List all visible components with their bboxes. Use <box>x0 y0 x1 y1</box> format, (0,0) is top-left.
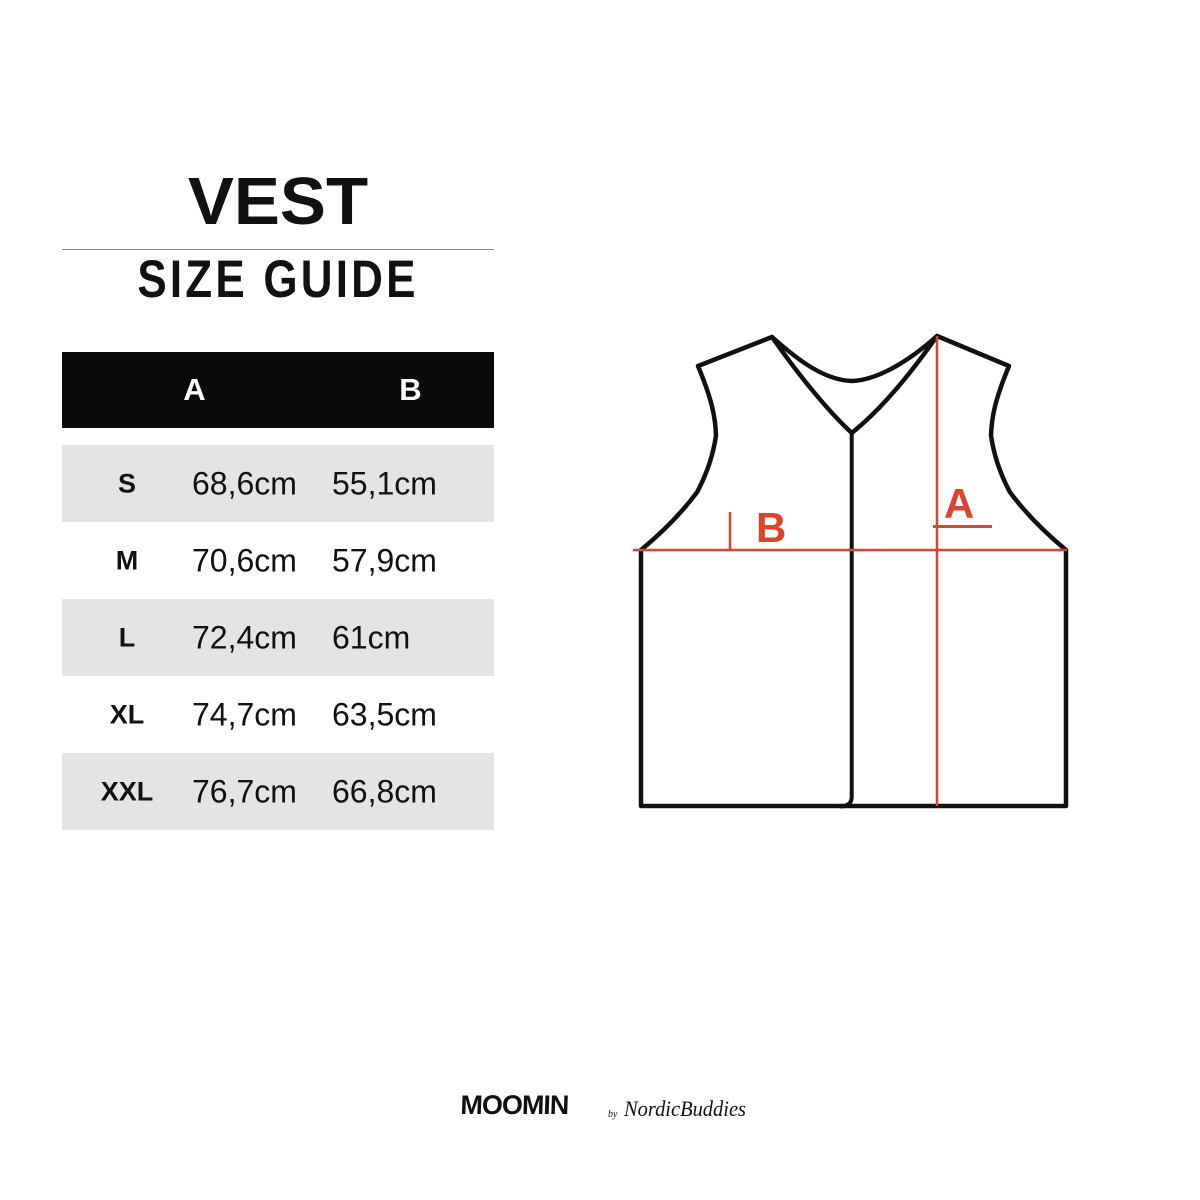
svg-text:B: B <box>756 504 786 551</box>
svg-text:MOOMIN: MOOMIN <box>461 1090 569 1120</box>
svg-text:A: A <box>944 480 974 527</box>
svg-text:NordicBuddies: NordicBuddies <box>623 1096 746 1121</box>
svg-text:by: by <box>608 1109 618 1120</box>
